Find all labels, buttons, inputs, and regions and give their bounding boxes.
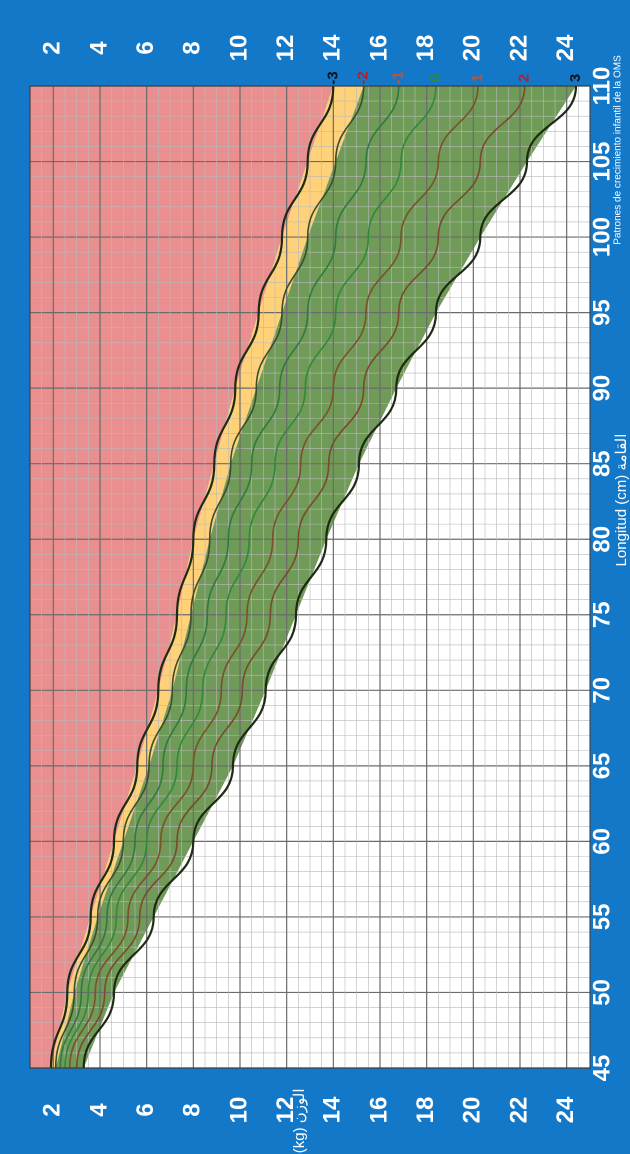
weight-tick-bottom: 4 (85, 1103, 112, 1117)
weight-tick-bottom: 8 (179, 1103, 206, 1116)
zscore-label-1: 1 (469, 74, 486, 82)
length-tick: 75 (588, 601, 615, 628)
weight-tick-bottom: 16 (365, 1097, 392, 1124)
zscore-label-3: 3 (567, 74, 584, 82)
length-tick: 95 (588, 299, 615, 326)
weight-tick-top: 4 (85, 41, 112, 55)
length-tick: 85 (588, 450, 615, 477)
x-axis-label: Longitud (cm) القامة (613, 434, 630, 567)
weight-tick-bottom: 10 (225, 1097, 252, 1124)
weight-tick-top: 20 (459, 35, 486, 62)
zscore-label--1: -1 (390, 71, 407, 84)
weight-tick-top: 2 (39, 41, 66, 54)
series-line--2 (54, 85, 365, 1069)
length-tick: 100 (588, 217, 615, 257)
plot-area (29, 85, 591, 1069)
weight-tick-top: 22 (505, 35, 532, 62)
length-tick: 45 (588, 1055, 615, 1082)
weight-tick-bottom: 18 (412, 1097, 439, 1124)
length-tick: 65 (588, 752, 615, 779)
length-tick: 90 (588, 375, 615, 402)
series-line-0 (64, 85, 437, 1069)
weight-tick-top: 24 (552, 34, 579, 61)
series-line-3 (82, 85, 578, 1069)
weight-tick-bottom: 14 (319, 1096, 346, 1123)
zone-minus3-to-minus2 (51, 86, 364, 1068)
weight-tick-top: 16 (365, 35, 392, 62)
zscore-label--2: -2 (355, 71, 372, 84)
zscore-label-2: 2 (516, 74, 533, 82)
y-axis-label: Peso (kg) الوزن (291, 1088, 308, 1154)
weight-tick-bottom: 2 (39, 1103, 66, 1116)
length-tick: 50 (588, 979, 615, 1006)
weight-tick-top: 6 (132, 41, 159, 54)
zscore-label--3: -3 (324, 71, 341, 84)
length-tick: 55 (588, 904, 615, 931)
weight-tick-top: 8 (179, 41, 206, 54)
length-tick: 60 (588, 828, 615, 855)
axis-labels: 3210-1-2-3224466881010121214141616181820… (39, 34, 630, 1154)
weight-tick-top: 10 (225, 35, 252, 62)
series-line--1 (59, 85, 400, 1069)
length-tick: 80 (588, 526, 615, 553)
weight-tick-bottom: 24 (552, 1096, 579, 1123)
length-tick: 70 (588, 677, 615, 704)
weight-tick-bottom: 20 (459, 1097, 486, 1124)
source-note: Patrones de crecimiento infantil de la O… (613, 55, 624, 245)
length-tick: 105 (588, 142, 615, 182)
weight-tick-top: 12 (272, 35, 299, 62)
plot-border (29, 85, 591, 1069)
zone-minus2-to-3 (55, 86, 576, 1068)
series-line-1 (68, 85, 479, 1069)
series-line--3 (49, 85, 335, 1069)
length-tick: 110 (588, 67, 615, 106)
weight-tick-top: 14 (319, 34, 346, 61)
weight-tick-top: 18 (412, 35, 439, 62)
weight-tick-bottom: 22 (505, 1097, 532, 1124)
zscore-label-0: 0 (427, 74, 444, 82)
series-line-2 (75, 85, 526, 1069)
weight-tick-bottom: 6 (132, 1103, 159, 1116)
weight-tick-bottom: 12 (272, 1097, 299, 1124)
